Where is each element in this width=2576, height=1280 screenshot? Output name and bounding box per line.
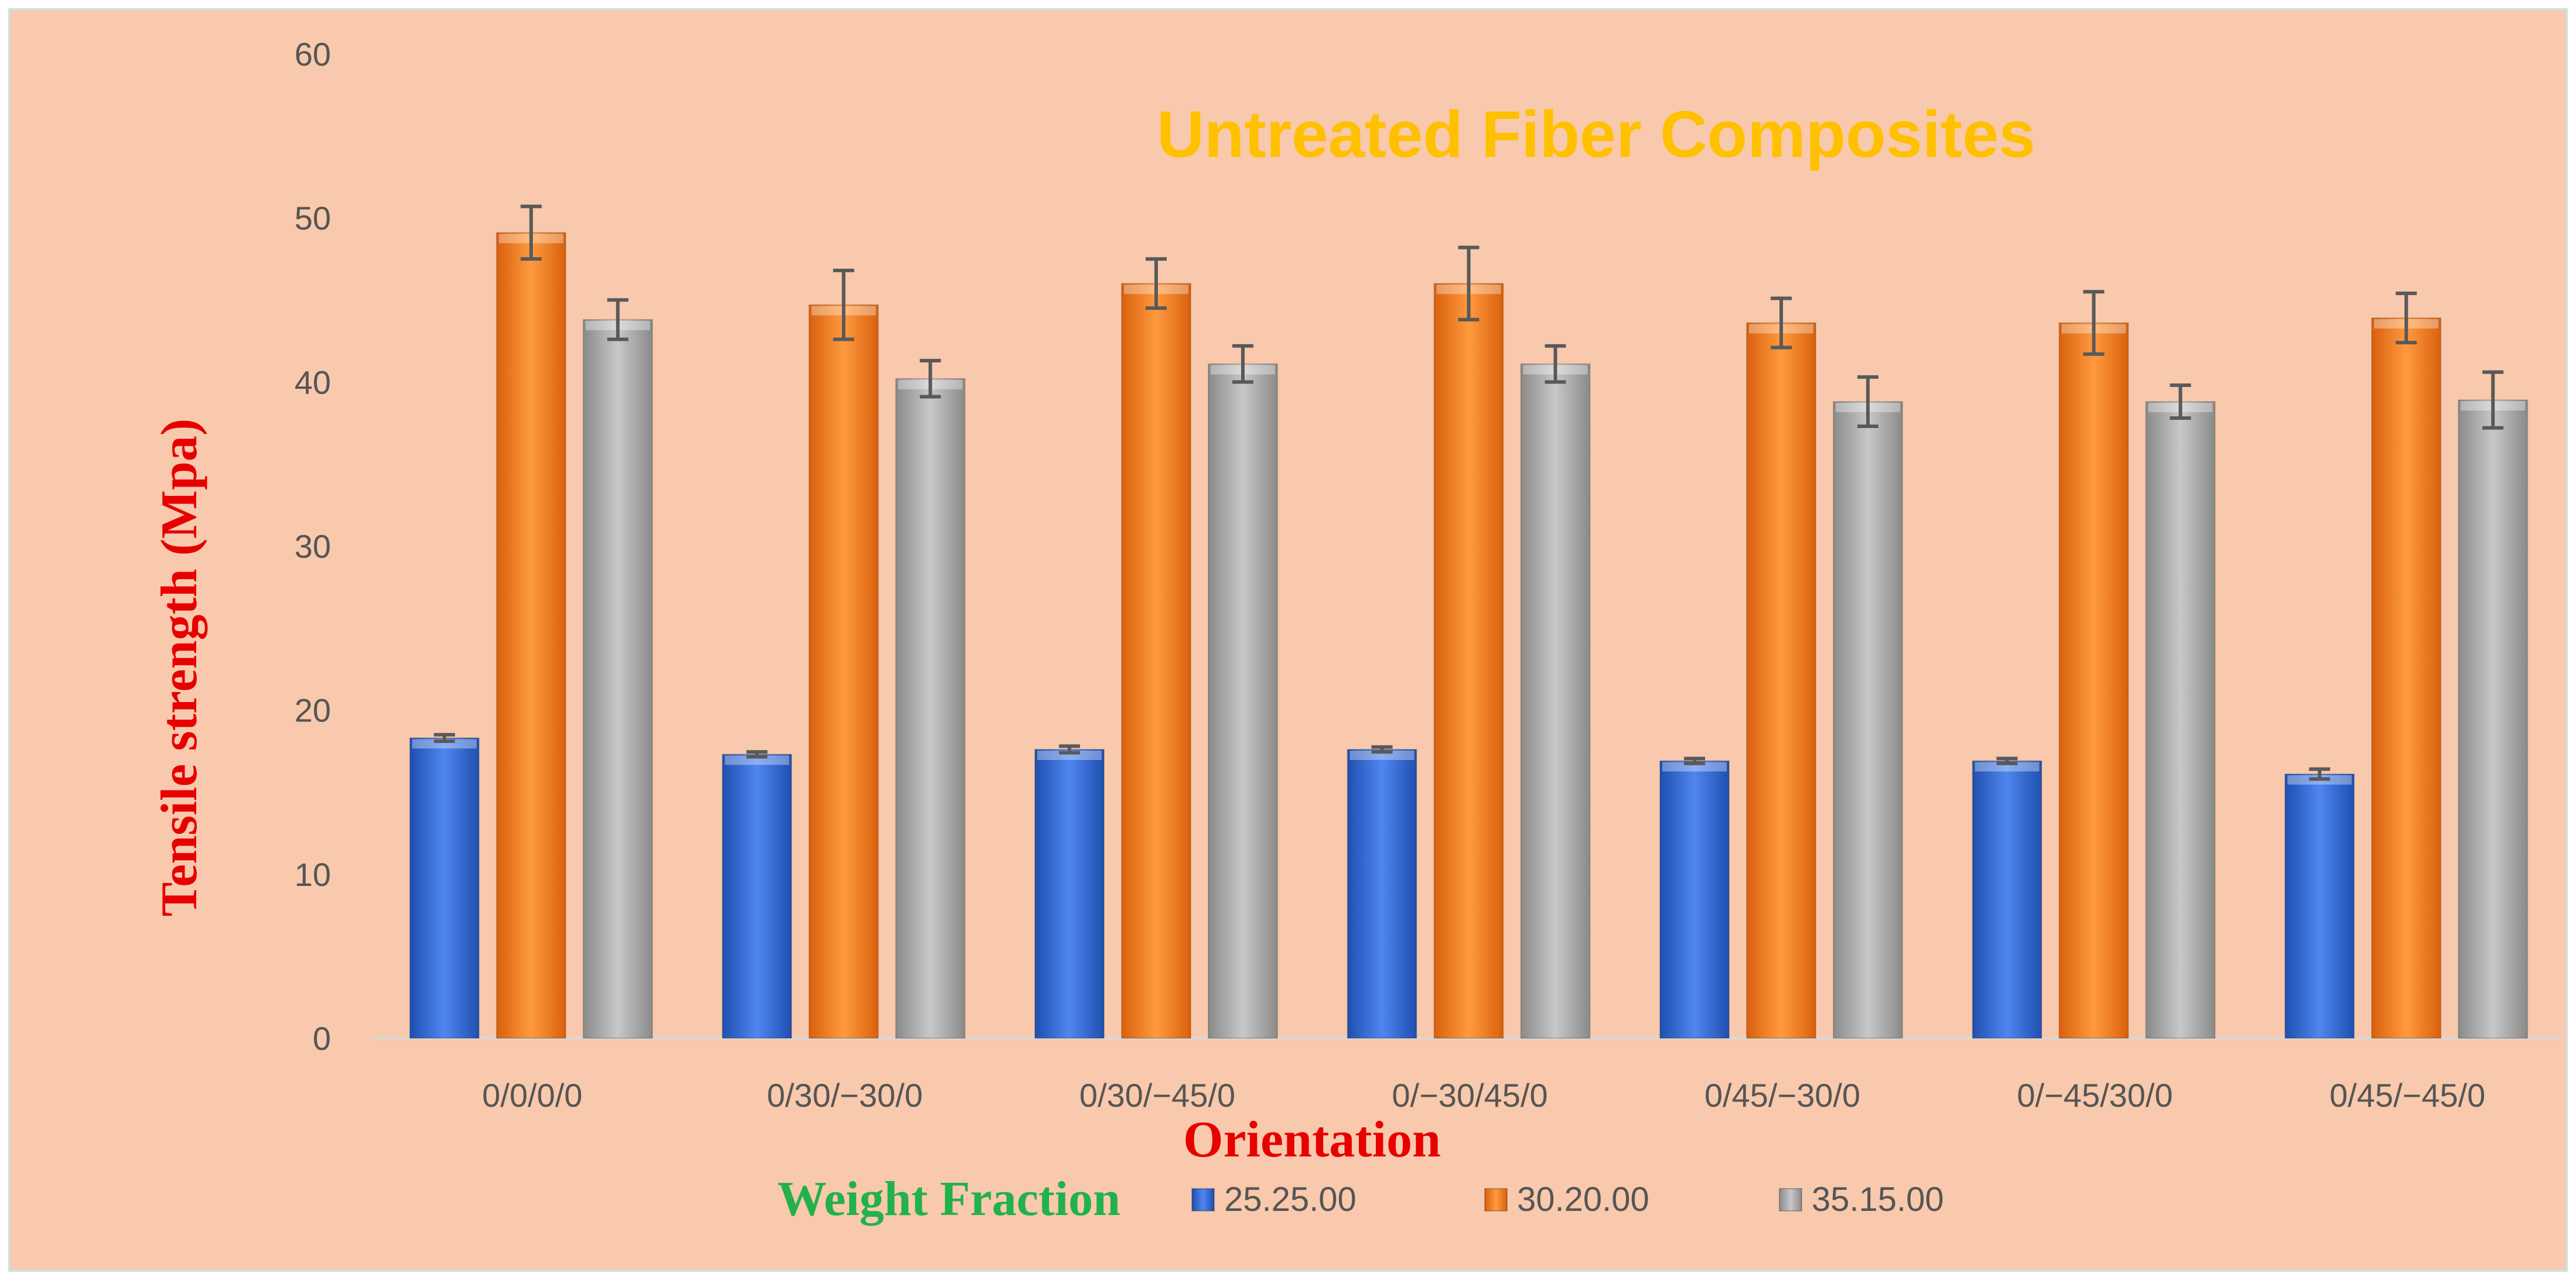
x-tick-label: 0/−45/30/0 — [2017, 1077, 2173, 1114]
chart-title: Untreated Fiber Composites — [1157, 98, 2035, 171]
bar-25.25.00-2 — [1034, 748, 1105, 1039]
bar-30.20.00-0 — [496, 232, 566, 1039]
bar-35.15.00-6 — [2458, 399, 2529, 1039]
bar-35.15.00-4 — [1833, 401, 1904, 1039]
bar-35.15.00-3 — [1520, 363, 1591, 1039]
bar-35.15.00-2 — [1207, 363, 1278, 1039]
bar-35.15.00-1 — [895, 378, 966, 1039]
bar-series-group — [409, 204, 2529, 1039]
bar-bevel — [1037, 750, 1102, 760]
bar-25.25.00-6 — [2284, 773, 2355, 1039]
bar-30.20.00-1 — [808, 304, 879, 1039]
x-axis: 0/0/0/0 0/30/−30/0 0/30/−45/0 0/−30/45/0 0/4… — [482, 1077, 2485, 1114]
bar-bevel — [412, 739, 477, 749]
y-axis: 0 10 20 30 40 50 60 — [295, 36, 331, 1057]
bar-30.20.00-3 — [1433, 283, 1504, 1039]
y-tick-label: 20 — [295, 692, 331, 729]
x-tick-label: 0/45/−30/0 — [1704, 1077, 1860, 1114]
bar-30.20.00-6 — [2371, 317, 2442, 1039]
y-tick-label: 30 — [295, 528, 331, 565]
y-tick-label: 40 — [295, 364, 331, 401]
bar-35.15.00-0 — [582, 319, 653, 1039]
bar-bevel — [1662, 762, 1727, 772]
legend-title: Weight Fraction — [777, 1172, 1120, 1226]
bar-30.20.00-5 — [2058, 322, 2129, 1039]
legend-swatch-25.25.00 — [1191, 1188, 1215, 1211]
y-tick-label: 10 — [295, 856, 331, 893]
y-axis-title: Tensile strength (Mpa) — [151, 419, 208, 917]
chart-area — [8, 8, 2568, 1272]
bar-bevel — [1974, 762, 2039, 772]
bar-35.15.00-5 — [2145, 401, 2216, 1039]
legend-label-30.20.00: 30.20.00 — [1517, 1180, 1649, 1219]
x-tick-label: 0/45/−45/0 — [2329, 1077, 2485, 1114]
bar-30.20.00-2 — [1120, 283, 1191, 1039]
legend-label-25.25.00: 25.25.00 — [1224, 1180, 1357, 1219]
bar-25.25.00-5 — [1972, 760, 2042, 1039]
x-tick-label: 0/0/0/0 — [482, 1077, 582, 1114]
x-axis-title: Orientation — [1183, 1111, 1441, 1168]
legend-swatch-30.20.00 — [1484, 1188, 1508, 1211]
legend-label-35.15.00: 35.15.00 — [1812, 1180, 1944, 1219]
bar-25.25.00-1 — [722, 754, 792, 1039]
x-tick-label: 0/30/−30/0 — [767, 1077, 923, 1114]
y-tick-label: 50 — [295, 200, 331, 237]
bar-25.25.00-3 — [1347, 748, 1417, 1039]
x-tick-label: 0/30/−45/0 — [1079, 1077, 1235, 1114]
legend: Weight Fraction 25.25.00 30.20.00 35.15.00 — [777, 1172, 1944, 1226]
y-tick-label: 0 — [313, 1020, 331, 1057]
y-tick-label: 60 — [295, 36, 331, 73]
bar-30.20.00-4 — [1746, 322, 1817, 1039]
bar-25.25.00-4 — [1659, 760, 1730, 1039]
legend-swatch-35.15.00 — [1779, 1188, 1802, 1211]
bar-bevel — [1350, 750, 1415, 760]
bar-25.25.00-0 — [409, 737, 480, 1039]
x-tick-label: 0/−30/45/0 — [1392, 1077, 1547, 1114]
bar-bevel — [725, 755, 790, 765]
